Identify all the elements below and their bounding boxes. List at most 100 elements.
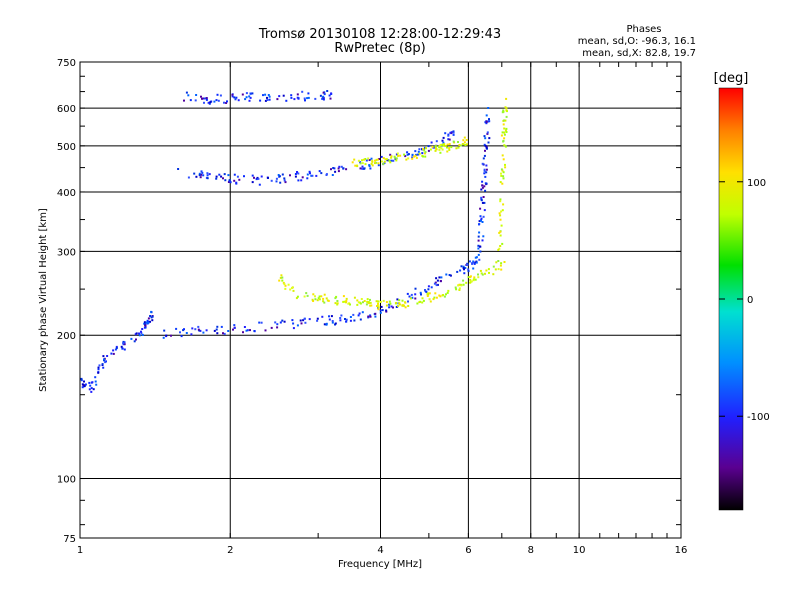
- data-point: [336, 303, 339, 306]
- data-point: [215, 175, 218, 178]
- data-point: [499, 218, 502, 221]
- data-point: [403, 153, 406, 156]
- data-point: [464, 267, 467, 269]
- data-point: [483, 143, 486, 146]
- data-point: [220, 175, 223, 178]
- data-point: [385, 301, 388, 304]
- data-point: [342, 167, 345, 170]
- data-point: [215, 328, 218, 331]
- data-point: [423, 146, 426, 149]
- data-point: [359, 167, 362, 170]
- data-point: [314, 295, 316, 298]
- data-point: [317, 297, 320, 300]
- data-point: [374, 312, 377, 315]
- data-point: [500, 262, 503, 265]
- data-point: [434, 145, 437, 148]
- data-point: [205, 97, 208, 100]
- data-point: [197, 328, 200, 331]
- data-point: [242, 331, 244, 334]
- data-point: [94, 380, 97, 383]
- colorbar-label: [deg]: [714, 71, 749, 86]
- data-point: [83, 385, 86, 388]
- data-point: [80, 379, 83, 382]
- data-point: [361, 159, 363, 162]
- data-point: [445, 273, 448, 276]
- data-point: [492, 273, 495, 276]
- data-point: [234, 98, 237, 101]
- data-point: [276, 98, 279, 101]
- y-tick-label: 100: [57, 475, 76, 486]
- data-point: [375, 300, 378, 303]
- data-point: [295, 297, 298, 300]
- data-point: [135, 338, 137, 341]
- data-point: [473, 262, 476, 265]
- data-point: [436, 279, 439, 282]
- data-point: [215, 99, 218, 102]
- data-point: [101, 363, 104, 366]
- data-point: [306, 294, 309, 297]
- data-point: [362, 301, 364, 304]
- data-point: [200, 95, 202, 98]
- data-point: [299, 319, 302, 322]
- data-point: [505, 107, 508, 110]
- data-point: [323, 301, 326, 304]
- data-point: [475, 256, 478, 259]
- data-point: [141, 328, 144, 330]
- data-point: [420, 293, 422, 296]
- data-point: [258, 321, 261, 324]
- data-point: [347, 302, 350, 305]
- data-point: [441, 294, 444, 297]
- data-point: [438, 145, 441, 147]
- data-point: [385, 304, 388, 307]
- data-point: [199, 176, 202, 179]
- data-point: [228, 179, 231, 182]
- data-point: [305, 292, 308, 295]
- data-point: [349, 303, 351, 306]
- data-point: [369, 304, 372, 307]
- data-point: [345, 297, 348, 300]
- data-point: [205, 98, 208, 101]
- data-point: [474, 256, 477, 259]
- data-point: [416, 302, 419, 305]
- data-point: [471, 262, 473, 265]
- data-point: [467, 276, 470, 279]
- data-point: [472, 267, 475, 270]
- data-point: [421, 297, 424, 300]
- data-point: [503, 137, 506, 140]
- data-point: [484, 149, 486, 152]
- data-point: [417, 153, 420, 156]
- data-point: [396, 298, 399, 301]
- data-point: [304, 99, 306, 102]
- data-point: [231, 95, 234, 98]
- data-point: [458, 283, 461, 286]
- data-point: [371, 164, 374, 167]
- data-point: [487, 141, 490, 144]
- data-point: [413, 155, 416, 158]
- data-point: [165, 334, 168, 337]
- data-point: [505, 131, 508, 133]
- data-point: [251, 92, 254, 95]
- data-point: [244, 98, 247, 101]
- data-point: [447, 289, 450, 292]
- data-point: [356, 299, 359, 302]
- data-point: [297, 179, 300, 182]
- data-point: [326, 90, 329, 92]
- data-point: [497, 260, 500, 262]
- data-point: [300, 322, 303, 325]
- x-axis-ticks: 1 2 4 6 8 10 16: [77, 62, 687, 556]
- data-point: [97, 368, 100, 371]
- data-point: [500, 268, 503, 271]
- data-point: [414, 297, 417, 300]
- data-point: [483, 172, 486, 175]
- data-point: [339, 319, 342, 322]
- data-point: [475, 261, 478, 264]
- data-point: [327, 299, 330, 302]
- y-tick-label: 500: [57, 142, 76, 153]
- data-point: [365, 159, 368, 162]
- data-point: [485, 168, 488, 171]
- data-point: [88, 388, 91, 391]
- data-point: [281, 279, 284, 282]
- data-point: [459, 269, 462, 272]
- data-point: [284, 284, 287, 287]
- data-point: [147, 321, 150, 324]
